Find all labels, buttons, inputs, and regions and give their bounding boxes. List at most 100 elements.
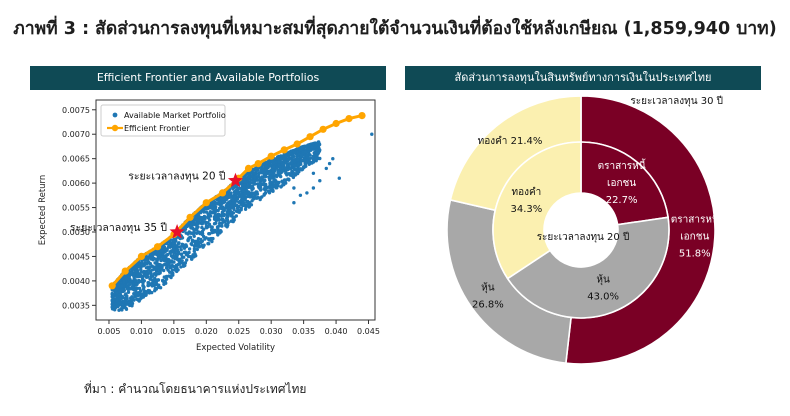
market-portfolio-point — [303, 150, 307, 154]
market-portfolio-point — [237, 200, 241, 204]
market-portfolio-point — [171, 255, 175, 259]
market-portfolio-point — [126, 290, 131, 294]
market-portfolio-point — [246, 184, 250, 188]
market-portfolio-point — [187, 247, 192, 251]
market-portfolio-point — [182, 245, 186, 249]
donut-hole — [544, 193, 618, 267]
market-portfolio-point — [190, 242, 194, 247]
market-portfolio-point — [159, 263, 163, 267]
market-portfolio-point — [146, 259, 150, 263]
market-portfolio-point — [219, 213, 223, 217]
market-portfolio-point — [179, 248, 183, 252]
market-portfolio-point — [190, 222, 194, 226]
market-portfolio-point — [311, 154, 315, 159]
market-portfolio-point — [118, 297, 122, 301]
market-portfolio-point — [264, 163, 268, 168]
market-portfolio-point — [154, 272, 158, 276]
market-portfolio-point — [214, 213, 218, 218]
market-portfolio-point — [191, 226, 195, 230]
market-portfolio-point — [124, 300, 128, 304]
market-portfolio-point — [195, 231, 199, 235]
market-portfolio-point — [283, 178, 288, 182]
market-portfolio-point — [139, 289, 143, 293]
inner-slice-label: 22.7% — [606, 195, 638, 206]
market-portfolio-point — [213, 207, 218, 212]
market-portfolio-point — [153, 287, 157, 291]
market-portfolio-point — [115, 298, 120, 302]
market-portfolio-point — [210, 239, 214, 244]
market-portfolio-point — [115, 291, 119, 295]
market-portfolio-point — [256, 175, 260, 179]
market-portfolio-point — [141, 284, 145, 288]
market-portfolio-point — [250, 199, 254, 203]
x-tick-label: 0.030 — [260, 327, 283, 336]
market-portfolio-point — [224, 222, 228, 226]
market-portfolio-point — [231, 198, 235, 202]
market-portfolio-point — [311, 171, 316, 175]
market-portfolio-point — [156, 285, 161, 289]
outer-slice-label: ตราสารหนี้ — [671, 211, 720, 225]
efficient-frontier-point — [244, 164, 253, 172]
x-tick-label: 0.040 — [325, 327, 348, 336]
legend: Available Market Portfolio Efficient Fron… — [100, 104, 226, 137]
market-portfolio-point — [271, 165, 276, 169]
market-portfolio-point — [111, 296, 115, 300]
market-portfolio-point — [162, 263, 166, 267]
market-portfolio-point — [133, 279, 138, 283]
market-portfolio-point — [292, 201, 296, 205]
market-portfolio-point — [253, 182, 257, 186]
market-portfolio-point — [173, 268, 177, 272]
market-portfolio-point — [283, 166, 288, 170]
market-portfolio-point — [308, 142, 312, 147]
efficient-frontier-point — [280, 146, 288, 154]
market-portfolio-point — [258, 197, 262, 202]
inner-ring-title: ระยะเวลาลงทุน 20 ปี — [537, 231, 630, 243]
market-portfolio-point — [337, 176, 341, 180]
market-portfolio-point — [218, 221, 222, 225]
market-portfolio-point — [192, 222, 196, 226]
market-portfolio-point — [139, 292, 144, 296]
market-portfolio-point — [164, 248, 168, 253]
market-portfolio-point — [278, 174, 282, 178]
market-portfolio-point — [263, 191, 268, 195]
market-portfolio-point — [295, 167, 299, 171]
market-portfolio-point — [145, 261, 149, 266]
market-portfolio-point — [201, 234, 206, 239]
market-portfolio-point — [121, 305, 126, 310]
market-portfolio-point — [305, 153, 309, 157]
legend-marker-frontier — [111, 124, 119, 132]
market-portfolio-point — [189, 255, 193, 259]
efficient-frontier-point — [254, 160, 262, 168]
efficient-frontier-chart: ระยะเวลาลงทุน 20 ปีระยะเวลาลงทุน 35 ปี0.… — [38, 99, 380, 353]
market-portfolio-point — [113, 308, 117, 312]
market-portfolio-point — [171, 244, 176, 248]
market-portfolio-point — [200, 225, 204, 230]
market-portfolio-point — [169, 265, 173, 269]
efficient-frontier-point — [218, 189, 227, 197]
x-axis-label: Expected Volatility — [196, 343, 275, 353]
market-portfolio-point — [190, 238, 195, 242]
market-portfolio-point — [179, 265, 183, 269]
market-portfolio-point — [123, 293, 128, 297]
efficient-frontier-point — [267, 152, 275, 160]
market-portfolio-point — [168, 239, 172, 244]
efficient-frontier-point — [202, 199, 210, 207]
market-portfolio-point — [150, 290, 154, 295]
source-note: ที่มา : คำนวณโดยธนาคารแห่งประเทศไทย — [84, 382, 307, 396]
market-portfolio-point — [188, 235, 193, 240]
market-portfolio-point — [195, 247, 199, 252]
market-portfolio-point — [287, 177, 291, 181]
market-portfolio-point — [283, 169, 287, 173]
market-portfolio-point — [243, 183, 247, 187]
market-portfolio-point — [202, 220, 206, 224]
market-portfolio-point — [249, 194, 254, 198]
market-portfolio-point — [146, 281, 150, 285]
market-portfolio-point — [216, 208, 220, 213]
market-portfolio-point — [232, 218, 236, 222]
market-portfolio-point — [275, 186, 279, 190]
market-portfolio-point — [157, 256, 162, 260]
efficient-frontier-point — [345, 115, 353, 123]
market-portfolio-point — [264, 168, 268, 172]
efficient-frontier-point — [137, 252, 145, 260]
